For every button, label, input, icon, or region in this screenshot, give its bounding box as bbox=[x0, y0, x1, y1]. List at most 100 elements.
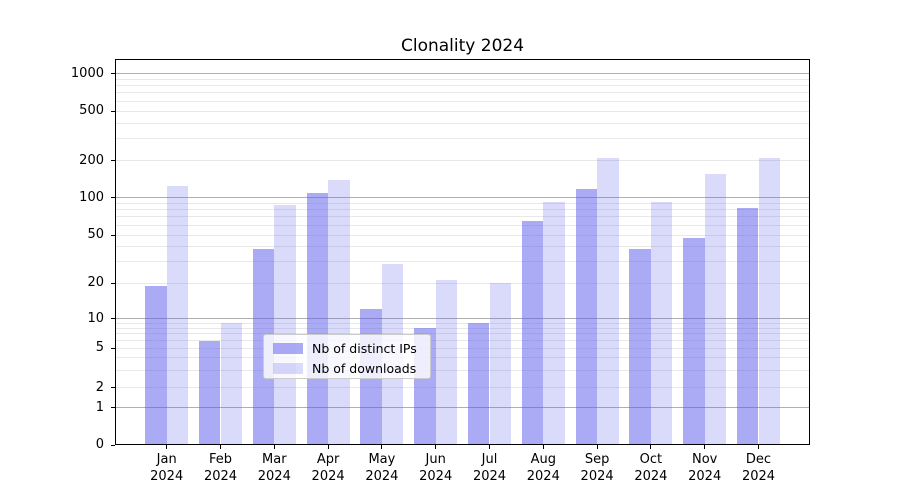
legend-item-downloads: Nb of downloads bbox=[264, 360, 430, 377]
y-tick-mark bbox=[111, 444, 115, 446]
y-tick-label: 100 bbox=[79, 189, 104, 205]
y-tick-label: 0 bbox=[95, 437, 104, 452]
gridline-major bbox=[115, 197, 810, 199]
bar-nb-of-downloads-jul-2024 bbox=[489, 283, 511, 445]
y-tick-label: 200 bbox=[79, 152, 104, 168]
y-tick-label: 10 bbox=[87, 310, 104, 326]
legend: Nb of distinct IPs Nb of downloads bbox=[263, 334, 431, 379]
y-tick-label: 1000 bbox=[70, 65, 104, 81]
gridline-minor bbox=[115, 340, 810, 341]
gridline-minor bbox=[115, 202, 810, 204]
x-tick-label: Jan 2024 bbox=[150, 452, 184, 484]
x-tick-mark bbox=[489, 445, 490, 449]
y-tick-label: 500 bbox=[79, 103, 104, 118]
plot-area bbox=[115, 59, 810, 445]
gridline-minor bbox=[115, 100, 810, 102]
gridline-minor bbox=[115, 387, 810, 389]
bar-nb-of-downloads-oct-2024 bbox=[651, 202, 673, 445]
gridline-minor bbox=[115, 138, 810, 140]
bar-nb-of-downloads-sep-2024 bbox=[597, 157, 619, 445]
y-tick-mark bbox=[111, 387, 115, 389]
x-tick-label: Nov 2024 bbox=[688, 452, 722, 484]
bar-nb-of-downloads-apr-2024 bbox=[328, 179, 350, 445]
x-tick-mark bbox=[381, 445, 383, 449]
bar-nb-of-distinct-ips-apr-2024 bbox=[306, 192, 328, 445]
x-tick-label: Apr 2024 bbox=[311, 452, 345, 484]
gridline-minor bbox=[115, 160, 810, 161]
gridline-minor bbox=[115, 78, 810, 80]
x-tick-mark bbox=[435, 445, 437, 449]
gridline-minor bbox=[115, 282, 810, 284]
x-tick-label: Aug 2024 bbox=[526, 452, 560, 484]
bar-nb-of-downloads-dec-2024 bbox=[758, 157, 780, 445]
bar-nb-of-distinct-ips-aug-2024 bbox=[521, 220, 544, 445]
gridline-minor bbox=[115, 333, 810, 335]
y-tick-mark bbox=[111, 282, 115, 284]
x-tick-label: Dec 2024 bbox=[741, 452, 776, 484]
gridline-minor bbox=[115, 322, 810, 324]
gridline-minor bbox=[115, 224, 810, 226]
gridline-minor bbox=[115, 209, 810, 211]
y-tick-mark bbox=[111, 234, 115, 236]
legend-label-ips: Nb of distinct IPs bbox=[312, 341, 417, 356]
bar-nb-of-distinct-ips-feb-2024 bbox=[199, 340, 221, 445]
x-tick-mark bbox=[166, 445, 168, 449]
x-tick-mark bbox=[220, 445, 221, 449]
y-tick-mark bbox=[111, 73, 115, 74]
gridline-minor bbox=[115, 261, 810, 263]
x-tick-mark bbox=[542, 445, 544, 449]
y-tick-mark bbox=[111, 110, 115, 112]
gridline-minor bbox=[115, 246, 810, 248]
gridline-minor bbox=[115, 234, 810, 236]
bar-nb-of-downloads-nov-2024 bbox=[704, 174, 727, 445]
y-tick-label: 50 bbox=[87, 227, 104, 242]
x-tick-label: Jul 2024 bbox=[472, 452, 507, 484]
gridline-minor bbox=[115, 347, 810, 349]
bar-nb-of-distinct-ips-jan-2024 bbox=[145, 285, 167, 445]
bar-nb-of-downloads-jan-2024 bbox=[166, 185, 189, 445]
x-tick-label: Oct 2024 bbox=[634, 452, 668, 484]
gridline-major bbox=[115, 407, 810, 409]
x-tick-mark bbox=[758, 445, 759, 449]
gridline-major bbox=[115, 318, 810, 320]
gridline-minor bbox=[115, 110, 810, 112]
bar-nb-of-downloads-mar-2024 bbox=[274, 205, 296, 445]
y-tick-mark bbox=[111, 197, 115, 199]
legend-label-downloads: Nb of downloads bbox=[312, 361, 417, 376]
x-tick-label: Jun 2024 bbox=[419, 452, 453, 484]
x-tick-mark bbox=[704, 445, 706, 449]
y-tick-mark bbox=[111, 160, 115, 161]
x-tick-mark bbox=[327, 445, 329, 449]
bar-nb-of-downloads-feb-2024 bbox=[220, 323, 242, 445]
y-tick-mark bbox=[111, 318, 115, 320]
x-tick-label: Feb 2024 bbox=[203, 452, 238, 484]
bar-nb-of-downloads-aug-2024 bbox=[543, 201, 565, 445]
legend-item-ips: Nb of distinct IPs bbox=[264, 340, 430, 357]
y-tick-label: 20 bbox=[87, 275, 104, 290]
x-tick-label: May 2024 bbox=[365, 452, 399, 484]
gridline-major bbox=[115, 73, 810, 74]
x-tick-mark bbox=[596, 445, 598, 449]
gridline-minor bbox=[115, 85, 810, 87]
legend-swatch-downloads bbox=[273, 363, 303, 374]
x-tick-label: Sep 2024 bbox=[580, 452, 614, 484]
gridline-minor bbox=[115, 327, 810, 329]
x-tick-mark bbox=[650, 445, 652, 449]
bar-nb-of-distinct-ips-sep-2024 bbox=[575, 189, 597, 445]
y-tick-mark bbox=[111, 407, 115, 409]
x-tick-mark bbox=[273, 445, 275, 449]
gridline-minor bbox=[115, 369, 810, 371]
bar-nb-of-distinct-ips-oct-2024 bbox=[629, 249, 651, 445]
x-tick-label: Mar 2024 bbox=[257, 452, 291, 484]
gridline-minor bbox=[115, 216, 810, 218]
bar-nb-of-distinct-ips-dec-2024 bbox=[737, 207, 759, 445]
bar-nb-of-downloads-jun-2024 bbox=[435, 280, 458, 445]
bar-nb-of-distinct-ips-jul-2024 bbox=[468, 323, 490, 445]
chart-title: Clonality 2024 bbox=[400, 36, 525, 56]
gridline-minor bbox=[115, 92, 810, 94]
bar-nb-of-distinct-ips-nov-2024 bbox=[683, 238, 705, 445]
gridline-minor bbox=[115, 357, 810, 359]
gridline-minor bbox=[115, 122, 810, 124]
y-tick-label: 5 bbox=[95, 340, 104, 356]
